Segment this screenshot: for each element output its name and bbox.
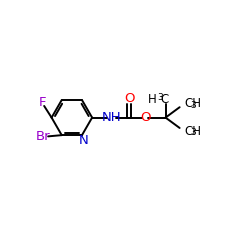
Text: 3: 3 [157,93,163,102]
Text: CH: CH [184,125,201,138]
Text: H: H [148,93,156,106]
Text: Br: Br [35,130,50,143]
Text: F: F [38,96,46,109]
Text: O: O [140,111,150,124]
Text: 3: 3 [190,128,196,137]
Text: O: O [124,92,134,105]
Text: C: C [160,93,168,106]
Text: 3: 3 [190,101,196,110]
Text: NH: NH [102,111,121,124]
Text: N: N [78,134,88,147]
Text: CH: CH [184,98,201,110]
